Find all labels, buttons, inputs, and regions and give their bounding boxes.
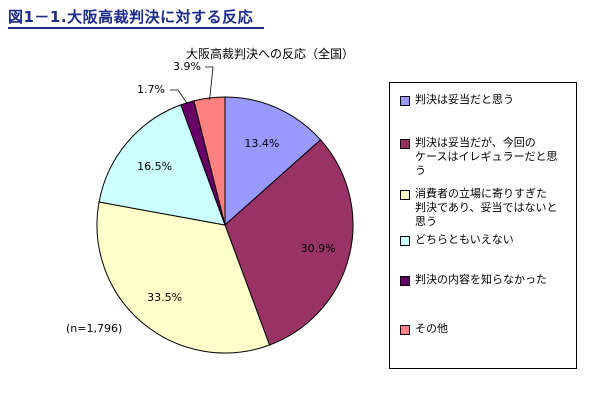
figure-title: 図1－1.大阪高裁判決に対する反応 [8, 8, 254, 26]
pie-slice-agree-irregular [224, 139, 354, 346]
legend-label: その他 [415, 322, 448, 336]
legend-swatch [400, 325, 410, 335]
pie-slice-other [193, 96, 226, 226]
pie-slice-too-consumer-biased [96, 201, 271, 354]
pie-slice-agree [224, 96, 322, 227]
legend-label: 判決の内容を知らなかった [415, 273, 547, 287]
sample-size-note: (n=1,796) [66, 322, 123, 335]
legend-swatch [400, 236, 410, 246]
legend-label-line: 消費者の立場に寄りすぎた [415, 187, 547, 200]
leader-line-unaware [170, 89, 189, 105]
legend-item-undecided: どちらともいえない [400, 233, 572, 247]
legend-swatch [400, 139, 410, 149]
legend-swatch [400, 96, 410, 106]
legend-label-line: 判決は妥当だが、今回の [415, 136, 536, 149]
legend-label: 判決は妥当だが、今回の ケースはイレギュラーだと思う [415, 136, 557, 178]
legend-item-other: その他 [400, 322, 572, 336]
legend-label: 消費者の立場に寄りすぎた 判決であり、妥当ではないと 思う [415, 187, 557, 229]
pie-slice-undecided [98, 104, 226, 226]
data-label-other: 3.9% [173, 60, 201, 73]
title-underline [8, 27, 264, 29]
data-label-undecided: 16.5% [137, 160, 172, 173]
data-label-unaware: 1.7% [137, 83, 165, 96]
data-label-agree: 13.4% [244, 137, 279, 150]
legend-label: 判決は妥当だと思う [415, 93, 514, 107]
chart-title: 大阪高裁判決への反応（全国） [186, 47, 355, 61]
legend-label-line: その他 [415, 322, 448, 335]
data-label-too-consumer-biased: 33.5% [147, 291, 182, 304]
legend-swatch [400, 190, 410, 200]
legend-label-line: 判決は妥当だと思う [415, 93, 514, 106]
legend-label-line: 思う [415, 215, 437, 228]
legend-label-line: 判決の内容を知らなかった [415, 273, 547, 286]
leader-line-other [205, 66, 214, 100]
legend-label-line: う [415, 164, 426, 177]
data-label-agree-irregular: 30.9% [301, 242, 336, 255]
legend-item-unaware: 判決の内容を知らなかった [400, 273, 572, 287]
legend: 判決は妥当だと思う 判決は妥当だが、今回の ケースはイレギュラーだと思う消費者の立場… [389, 82, 577, 369]
legend-item-too-consumer-biased: 消費者の立場に寄りすぎた 判決であり、妥当ではないと 思う [400, 187, 572, 229]
legend-item-agree-irregular: 判決は妥当だが、今回の ケースはイレギュラーだと思う [400, 136, 572, 178]
legend-label-line: 判決であり、妥当ではないと [415, 201, 558, 214]
legend-swatch [400, 276, 410, 286]
legend-label: どちらともいえない [415, 233, 514, 247]
legend-label-line: ケースはイレギュラーだと思 [415, 150, 558, 163]
legend-label-line: どちらともいえない [415, 233, 514, 246]
legend-item-agree: 判決は妥当だと思う [400, 93, 572, 107]
